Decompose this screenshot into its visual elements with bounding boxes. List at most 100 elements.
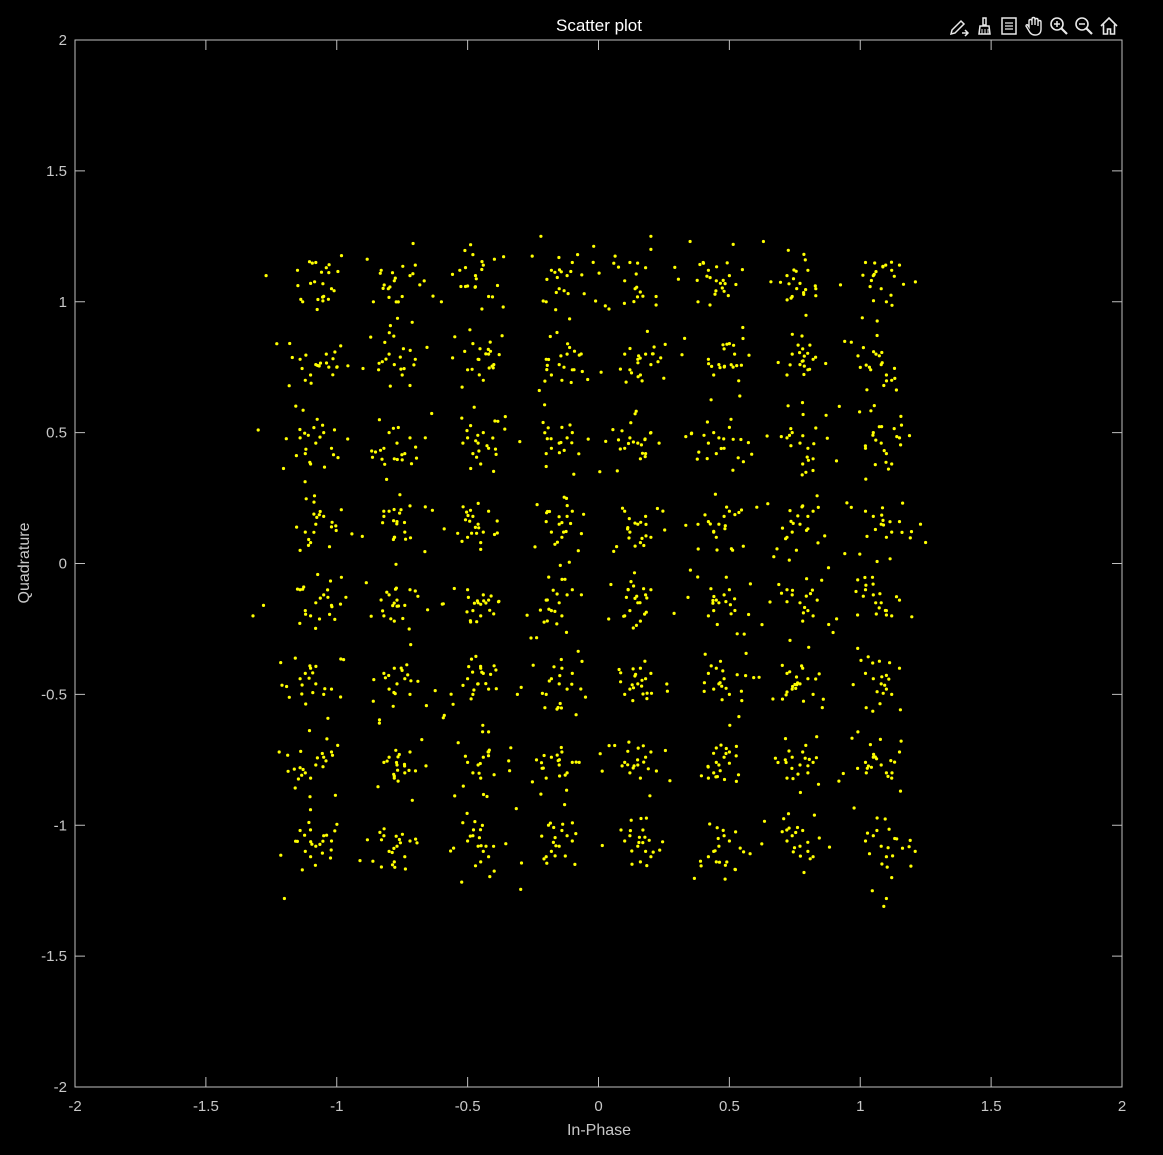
scatter-point bbox=[390, 863, 395, 867]
scatter-point bbox=[314, 601, 318, 605]
scatter-point bbox=[863, 446, 868, 450]
scatter-point bbox=[739, 689, 744, 693]
scatter-point bbox=[898, 708, 903, 712]
scatter-point bbox=[565, 436, 569, 440]
scatter-point bbox=[877, 354, 881, 358]
scatter-point bbox=[549, 530, 554, 534]
x-tick-label: -2 bbox=[68, 1098, 81, 1115]
scatter-point bbox=[837, 779, 841, 783]
scatter-point bbox=[721, 343, 725, 347]
scatter-point bbox=[325, 833, 329, 837]
scatter-point bbox=[708, 822, 712, 826]
scatter-point bbox=[856, 613, 860, 617]
scatter-point bbox=[277, 750, 281, 754]
scatter-point bbox=[744, 651, 748, 656]
scatter-point bbox=[391, 426, 395, 430]
scatter-point bbox=[333, 350, 337, 354]
scatter-point bbox=[696, 300, 700, 304]
scatter-point bbox=[346, 437, 350, 441]
scatter-point bbox=[888, 520, 892, 524]
scatter-point bbox=[731, 468, 735, 472]
scatter-point bbox=[644, 849, 648, 854]
scatter-point bbox=[859, 658, 863, 663]
scatter-point bbox=[884, 263, 888, 267]
scatter-point bbox=[831, 630, 835, 635]
scatter-point bbox=[548, 821, 553, 825]
scatter-point bbox=[638, 619, 643, 623]
scatter-point bbox=[472, 688, 476, 692]
scatter-point bbox=[780, 663, 784, 668]
scatter-point bbox=[251, 614, 255, 618]
scatter-point bbox=[713, 292, 717, 296]
scatter-point bbox=[802, 870, 806, 875]
zoom-in-button[interactable] bbox=[1047, 14, 1071, 38]
scatter-point bbox=[817, 836, 821, 840]
scatter-point bbox=[652, 345, 656, 349]
scatter-point bbox=[724, 600, 728, 604]
scatter-point bbox=[654, 294, 658, 299]
scatter-point bbox=[453, 335, 457, 339]
scatter-point bbox=[399, 367, 403, 371]
scatter-point bbox=[720, 286, 724, 290]
scatter-point bbox=[779, 591, 784, 595]
scatter-point bbox=[326, 595, 330, 599]
scatter-point bbox=[324, 361, 329, 365]
scatter-point bbox=[609, 582, 613, 587]
scatter-point bbox=[699, 864, 703, 868]
scatter-point bbox=[617, 667, 621, 672]
scatter-point bbox=[565, 352, 569, 356]
scatter-point bbox=[796, 772, 800, 776]
scatter-point bbox=[739, 437, 743, 442]
scatter-point bbox=[529, 636, 533, 640]
scatter-point bbox=[659, 356, 663, 360]
pan-button[interactable] bbox=[1022, 14, 1046, 38]
scatter-point bbox=[716, 836, 720, 841]
scatter-point bbox=[877, 659, 882, 663]
scatter-point bbox=[634, 409, 638, 413]
scatter-point bbox=[543, 403, 547, 407]
scatter-point bbox=[557, 682, 561, 686]
scatter-point bbox=[458, 268, 462, 272]
scatter-point bbox=[843, 339, 847, 343]
scatter-point bbox=[396, 300, 400, 304]
scatter-point bbox=[555, 275, 559, 280]
brush-data-button[interactable] bbox=[972, 14, 996, 38]
zoom-out-button[interactable] bbox=[1072, 14, 1096, 38]
scatter-point bbox=[792, 268, 796, 272]
scatter-point bbox=[824, 413, 828, 417]
scatter-point bbox=[403, 867, 407, 871]
scatter-point bbox=[394, 760, 399, 765]
home-button[interactable] bbox=[1097, 14, 1121, 38]
scatter-point bbox=[398, 493, 402, 497]
scatter-point bbox=[309, 855, 313, 859]
scatter-point bbox=[570, 509, 574, 513]
scatter-point bbox=[814, 426, 818, 430]
scatter-point bbox=[607, 617, 611, 621]
scatter-point bbox=[424, 764, 428, 768]
scatter-point bbox=[676, 277, 681, 281]
scatter-point bbox=[631, 766, 635, 770]
scatter-point bbox=[881, 523, 886, 527]
scatter-point bbox=[680, 353, 684, 357]
scatter-point bbox=[460, 385, 464, 389]
scatter-point bbox=[557, 844, 561, 848]
scatter-point bbox=[733, 597, 737, 601]
scatter-point bbox=[897, 666, 902, 670]
scatter-point bbox=[331, 373, 335, 377]
scatter-point bbox=[560, 535, 564, 539]
scatter-point bbox=[284, 437, 288, 441]
insert-legend-button[interactable] bbox=[997, 14, 1021, 38]
scatter-point bbox=[379, 598, 383, 602]
scatter-point bbox=[477, 373, 481, 377]
scatter-point bbox=[742, 632, 746, 636]
scatter-point bbox=[312, 512, 316, 516]
scatter-point bbox=[554, 290, 558, 295]
edit-plot-button[interactable] bbox=[947, 14, 971, 38]
scatter-point bbox=[412, 363, 416, 367]
scatter-point bbox=[492, 532, 497, 537]
scatter-point bbox=[481, 431, 485, 435]
scatter-point bbox=[890, 876, 894, 880]
scatter-point bbox=[315, 307, 319, 312]
scatter-point bbox=[392, 279, 396, 283]
